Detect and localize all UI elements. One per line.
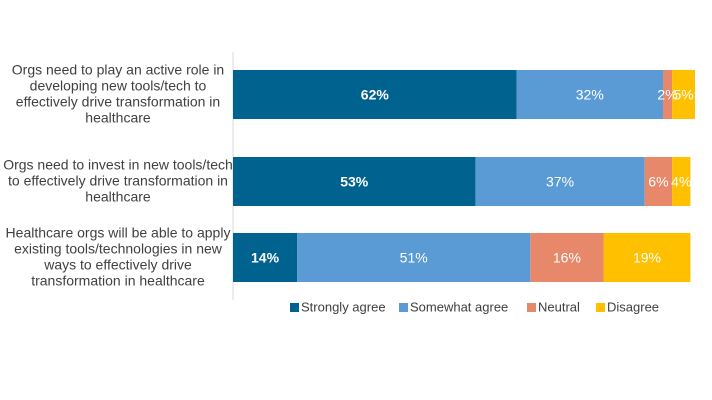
bar-segment [530,233,604,282]
legend-label: Disagree [607,299,659,314]
bar-segment [672,157,691,206]
legend-label: Neutral [538,299,580,314]
value-label: 2% [657,87,677,103]
legend-label: Somewhat agree [410,299,508,314]
legend: Strongly agree Somewhat agree Neutral Disag… [290,299,659,314]
bar-segment [516,70,663,119]
legend-swatch [399,303,408,312]
category-labels: Orgs need to play an active role in devel… [3,61,233,288]
value-label: 62% [361,87,390,103]
value-label: 32% [576,87,604,103]
legend-swatch [290,303,299,312]
value-label: 14% [251,250,280,266]
value-label: 5% [673,87,693,103]
value-label: 19% [633,250,661,266]
legend-swatch [527,303,536,312]
value-label: 6% [648,174,668,190]
segment-value-labels: 62% 32% 2%5% 53% 37% 6% 4% 14% 51% 16% 19% [251,87,694,266]
bar-segment [233,233,298,282]
legend-label: Strongly agree [301,299,386,314]
bar-segment [603,233,691,282]
value-label: 37% [546,174,574,190]
category-label: Healthcare orgs will be able to apply exi… [6,224,231,288]
category-label: Orgs need to invest in new tools/tech to … [3,156,233,204]
category-label: Orgs need to play an active role in devel… [12,61,224,125]
legend-swatch [596,303,605,312]
bar-segments [233,70,695,282]
value-label: 4% [671,174,691,190]
bar-segment [233,157,476,206]
value-label: 51% [400,250,428,266]
bar-segment [475,157,645,206]
bar-segment [233,70,517,119]
value-label: 16% [553,250,581,266]
bar-segment [297,233,531,282]
value-label: 53% [340,174,369,190]
bar-segment [672,70,695,119]
bar-segment [644,157,673,206]
bar-segment [662,70,673,119]
